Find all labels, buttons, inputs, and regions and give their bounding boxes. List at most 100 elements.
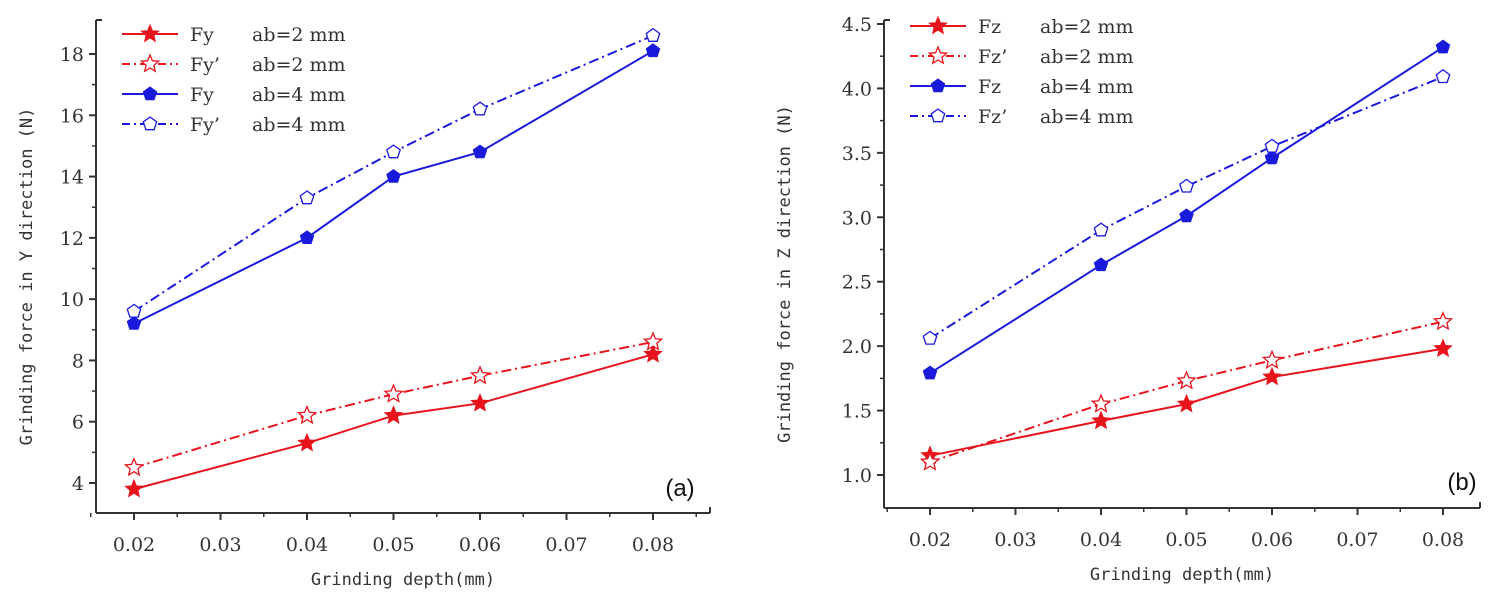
- legend-marker: [139, 53, 161, 73]
- legend-series-param: ab=4 mm: [1040, 76, 1134, 98]
- legend-series-param: ab=4 mm: [252, 84, 346, 106]
- y-tick-label: 4: [72, 473, 84, 495]
- x-tick-label: 0.06: [1251, 529, 1293, 551]
- series-3: [922, 68, 1451, 345]
- data-point: [919, 451, 941, 471]
- y-tick-label: 6: [72, 412, 84, 434]
- data-point: [123, 457, 145, 477]
- x-axis-title: Grinding depth(mm): [311, 570, 495, 590]
- data-point: [1176, 370, 1197, 390]
- y-tick-label: 18: [60, 44, 84, 66]
- legend-marker: [140, 23, 160, 43]
- data-point: [1179, 178, 1194, 193]
- y-tick-label: 10: [60, 289, 84, 311]
- data-point: [296, 404, 318, 425]
- series-0: [920, 338, 1453, 465]
- data-point: [469, 365, 491, 385]
- data-point: [1261, 349, 1283, 369]
- series-3: [126, 27, 661, 318]
- legend-marker: [930, 108, 946, 123]
- legend-series-param: ab=2 mm: [252, 54, 346, 76]
- y-tick-label: 1.5: [842, 401, 872, 423]
- data-point: [1264, 150, 1280, 165]
- data-point: [470, 392, 490, 412]
- legend-marker: [142, 86, 158, 101]
- series-line: [929, 320, 1444, 464]
- legend-marker: [928, 15, 948, 35]
- y-tick-label: 4.5: [842, 14, 872, 36]
- legend: Fy ab=2 mm Fy’ ab=2 mm Fy ab=4 mm Fy’ ab=4 mm: [122, 23, 346, 136]
- x-tick-label: 0.05: [372, 534, 414, 556]
- data-point: [299, 230, 315, 244]
- x-tick-label: 0.04: [1080, 529, 1122, 551]
- x-tick-label: 0.07: [1336, 529, 1378, 551]
- legend-marker: [142, 116, 158, 131]
- series-line: [133, 341, 654, 469]
- data-point: [642, 331, 664, 351]
- data-point: [1093, 257, 1109, 272]
- legend-series-name: Fy: [190, 24, 214, 46]
- data-point: [645, 27, 661, 42]
- y-axis-title: Grinding force in Z direction (N): [775, 105, 795, 443]
- x-tick-label: 0.06: [459, 534, 501, 556]
- legend-series-name: Fy’: [190, 54, 220, 76]
- data-point: [126, 303, 142, 318]
- x-tick-label: 0.07: [545, 534, 587, 556]
- legend-series-param: ab=2 mm: [1040, 46, 1134, 68]
- y-tick-label: 14: [60, 167, 84, 189]
- legend-series-name: Fz’: [978, 46, 1007, 68]
- y-tick-label: 3.5: [842, 143, 872, 165]
- data-point: [126, 316, 142, 330]
- data-point: [1264, 138, 1280, 153]
- legend-series-name: Fz: [978, 76, 1001, 98]
- legend-series-param: ab=2 mm: [252, 24, 346, 46]
- data-point: [1179, 208, 1194, 223]
- y-tick-label: 16: [60, 105, 84, 127]
- chart-panel-a: 4 6 8 10 12 14 16 18 0.02 0.03 0.04 0.05 0.06 0.07 0.0…: [17, 19, 711, 590]
- legend-series-name: Fz’: [978, 106, 1007, 128]
- data-point: [472, 101, 488, 116]
- legend-marker: [930, 78, 946, 93]
- y-tick-label: 1.0: [842, 465, 872, 487]
- legend-series-name: Fz: [978, 16, 1001, 38]
- series-0: [124, 344, 663, 498]
- legend-series-param: ab=4 mm: [1040, 106, 1134, 128]
- data-point: [297, 432, 317, 452]
- x-tick-label: 0.02: [909, 529, 951, 551]
- x-tick-label: 0.03: [994, 529, 1036, 551]
- series-2: [922, 39, 1451, 380]
- legend: Fz ab=2 mm Fz’ ab=2 mm Fz ab=4 mm Fz’ ab=4 mm: [910, 15, 1134, 128]
- x-tick-label: 0.05: [1165, 529, 1207, 551]
- data-point: [124, 478, 144, 498]
- data-point: [1262, 366, 1282, 386]
- series-1: [123, 331, 664, 477]
- series-2: [126, 43, 661, 330]
- data-point: [1093, 222, 1109, 237]
- data-point: [383, 383, 404, 403]
- data-point: [1432, 311, 1454, 331]
- legend-marker: [927, 45, 949, 65]
- data-point: [1435, 68, 1451, 84]
- data-point: [472, 144, 488, 159]
- x-tick-label: 0.04: [286, 534, 328, 556]
- y-tick-label: 4.0: [842, 78, 872, 100]
- data-point: [645, 43, 661, 58]
- data-point: [1435, 39, 1451, 54]
- data-point: [1176, 393, 1197, 413]
- x-axis-title: Grinding depth(mm): [1090, 565, 1274, 585]
- data-point: [299, 190, 315, 205]
- data-point: [386, 168, 401, 183]
- x-tick-label: 0.02: [113, 534, 155, 556]
- y-tick-label: 3.0: [842, 207, 872, 229]
- legend-series-name: Fy’: [190, 114, 220, 136]
- x-tick-label: 0.08: [1422, 529, 1464, 551]
- data-point: [386, 144, 401, 159]
- y-tick-label: 2.5: [842, 272, 872, 294]
- data-point: [922, 365, 938, 380]
- panel-label: (b): [1447, 469, 1476, 496]
- series-line: [929, 75, 1444, 340]
- data-point: [643, 344, 663, 363]
- data-point: [1091, 410, 1111, 430]
- panel-label: (a): [665, 475, 694, 502]
